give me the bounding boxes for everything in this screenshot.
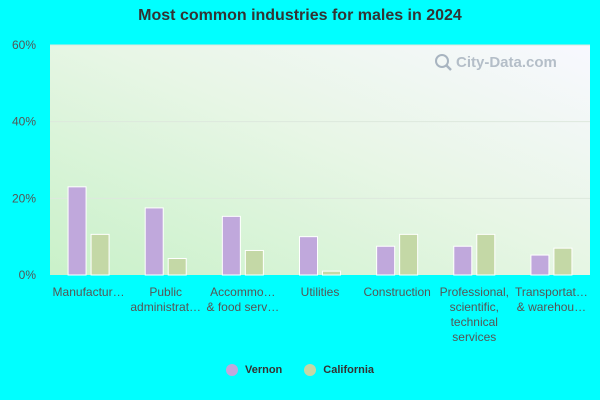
watermark-text: City-Data.com <box>456 54 557 71</box>
x-tick-label: Transportat… & warehou… <box>515 285 588 314</box>
legend-label-california: California <box>323 364 375 376</box>
y-tick-label: 20% <box>12 191 36 205</box>
x-tick-label: Utilities <box>301 285 340 299</box>
bar-california[interactable] <box>476 233 496 276</box>
y-tick-label: 60% <box>12 38 36 52</box>
x-tick-label: Accommo… & food serv… <box>207 285 280 314</box>
y-tick-label: 0% <box>19 268 37 282</box>
legend-label-vernon: Vernon <box>244 364 283 376</box>
bar-california[interactable] <box>244 249 264 276</box>
bar-california[interactable] <box>322 270 341 276</box>
bar-vernon[interactable] <box>67 186 87 276</box>
watermark: City-Data.com <box>432 50 592 79</box>
x-tick-label: Construction <box>363 285 430 299</box>
bar-vernon[interactable] <box>376 245 396 276</box>
chart-legend: Vernon California <box>0 364 600 376</box>
x-tick-label: Professional, scientific, technical service… <box>440 285 509 344</box>
legend-item-vernon: Vernon <box>225 364 283 376</box>
bar-california[interactable] <box>553 247 573 276</box>
bar-vernon[interactable] <box>221 215 241 276</box>
bar-vernon[interactable] <box>144 207 164 276</box>
legend-swatch-california <box>304 364 317 376</box>
chart-title: Most common industries for males in 2024 <box>138 7 462 24</box>
x-tick-label: Public administrat… <box>130 285 201 314</box>
bar-vernon[interactable] <box>453 245 473 276</box>
y-tick-label: 40% <box>12 115 36 129</box>
x-tick-label: Manufactur… <box>53 285 125 299</box>
bar-vernon[interactable] <box>530 254 550 276</box>
bar-california[interactable] <box>167 258 187 276</box>
bar-vernon[interactable] <box>299 236 318 276</box>
bar-california[interactable] <box>399 233 419 276</box>
bar-california[interactable] <box>90 233 110 276</box>
plot-background <box>50 45 590 275</box>
legend-item-california: California <box>304 364 374 376</box>
magnifier-icon <box>435 54 452 71</box>
legend-swatch-vernon <box>225 364 238 376</box>
